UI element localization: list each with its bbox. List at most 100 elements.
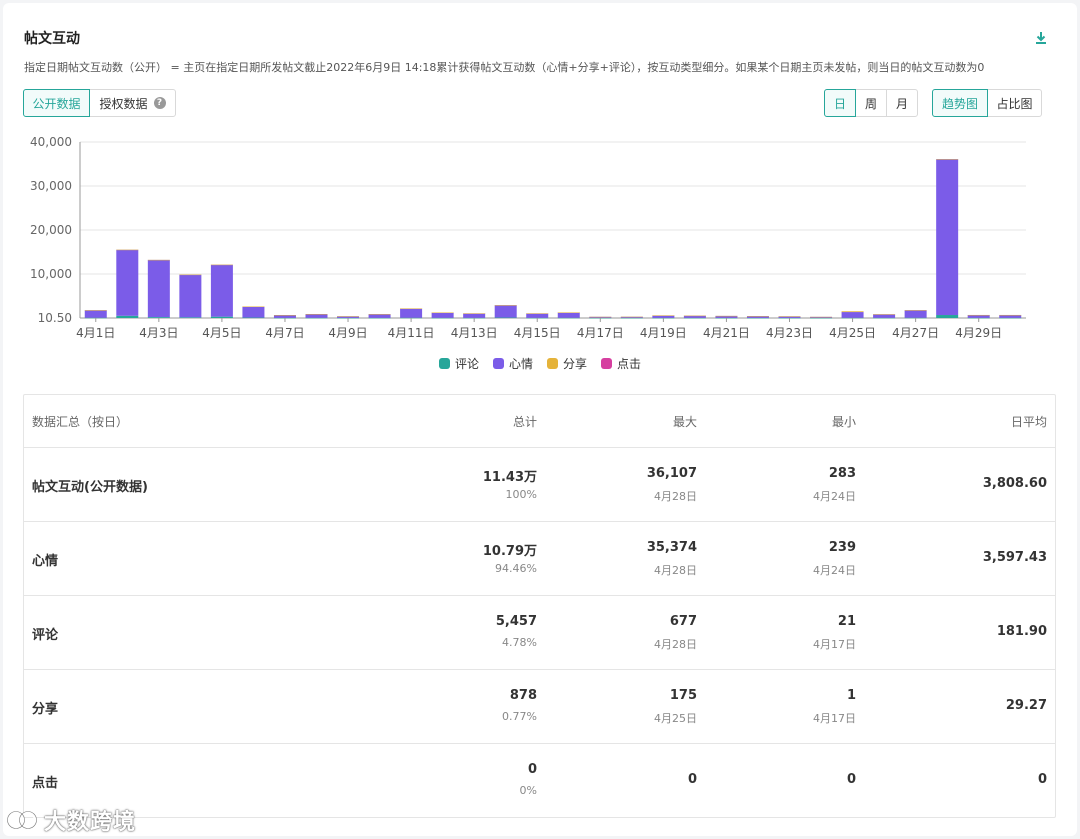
row-max-date: 4月28日 xyxy=(654,638,697,651)
bar-分享-4月2日 xyxy=(116,249,139,251)
bar-心情-4月28日 xyxy=(936,159,959,316)
table-header: 数据汇总（按日） 总计 最大 最小 日平均 xyxy=(24,395,1055,447)
bar-心情-4月7日 xyxy=(273,315,296,318)
view-tabs: 趋势图 占比图 xyxy=(932,89,1042,117)
help-icon[interactable]: ? xyxy=(153,97,166,109)
bar-心情-4月12日 xyxy=(431,312,454,318)
bar-心情-4月20日 xyxy=(683,315,706,318)
y-tick-label: 40,000 xyxy=(30,135,72,149)
x-tick-label: 4月9日 xyxy=(328,326,367,340)
bar-心情-4月9日 xyxy=(337,316,360,318)
bar-分享-4月12日 xyxy=(431,312,454,314)
bar-心情-4月24日 xyxy=(810,316,833,318)
row-min: 1 xyxy=(846,688,856,703)
x-tick-label: 4月27日 xyxy=(892,326,939,340)
x-tick-label: 4月21日 xyxy=(703,326,750,340)
bar-心情-4月19日 xyxy=(652,315,675,318)
x-tick-label: 4月1日 xyxy=(76,326,115,340)
legend-label-click: 点击 xyxy=(617,357,642,371)
bar-分享-4月22日 xyxy=(746,316,769,317)
download-icon[interactable] xyxy=(1033,30,1049,46)
tab-authorized-data[interactable]: 授权数据? xyxy=(89,89,176,117)
bar-心情-4月16日 xyxy=(557,312,580,318)
x-tick-label: 4月25日 xyxy=(829,326,876,340)
bar-心情-4月23日 xyxy=(778,316,801,318)
tab-trend-chart[interactable]: 趋势图 xyxy=(932,89,988,117)
row-min-date: 4月17日 xyxy=(813,712,856,725)
bar-心情-4月11日 xyxy=(400,308,423,318)
table-row: 分享 878 0.77% 175 4月25日 1 4月17日 29.27 xyxy=(24,669,1055,743)
page-title: 帖文互动 xyxy=(24,31,80,47)
bar-心情-4月6日 xyxy=(242,306,265,318)
bar-评论-4月27日 xyxy=(904,317,927,319)
bar-心情-4月25日 xyxy=(841,312,864,318)
bar-分享-4月3日 xyxy=(147,259,170,261)
legend-swatch-share xyxy=(547,358,558,369)
bar-评论-4月26日 xyxy=(873,317,896,319)
header-label: 数据汇总（按日） xyxy=(32,415,129,429)
tab-public-data-label: 公开数据 xyxy=(32,96,81,111)
bar-分享-4月14日 xyxy=(494,305,517,306)
legend-item-share[interactable]: 分享 xyxy=(547,355,587,372)
row-max: 175 xyxy=(669,688,697,703)
tab-week[interactable]: 周 xyxy=(855,89,887,117)
x-tick-label: 4月3日 xyxy=(139,326,178,340)
legend-swatch-comment xyxy=(438,358,450,369)
bar-评论-4月20日 xyxy=(683,317,706,319)
tab-month[interactable]: 月 xyxy=(886,89,918,117)
row-label: 评论 xyxy=(32,628,59,643)
bar-心情-4月18日 xyxy=(620,316,643,318)
bar-心情-4月26日 xyxy=(873,314,896,318)
bar-心情-4月15日 xyxy=(526,313,549,318)
bar-分享-4月8日 xyxy=(305,314,328,315)
row-max-date: 4月25日 xyxy=(654,712,697,725)
row-label: 分享 xyxy=(32,702,59,717)
watermark: 大数跨境 xyxy=(6,804,136,836)
bar-分享-4月29日 xyxy=(967,314,990,316)
row-min: 0 xyxy=(846,772,856,787)
x-tick-label: 4月15日 xyxy=(514,326,561,340)
tab-public-data[interactable]: 公开数据 xyxy=(23,89,90,117)
x-tick-label: 4月19日 xyxy=(640,326,687,340)
bar-心情-4月10日 xyxy=(368,314,391,318)
row-total-pct: 100% xyxy=(505,488,537,501)
bar-评论-4月6日 xyxy=(242,317,265,319)
chart-legend: 评论 心情 分享 点击 xyxy=(0,355,1080,372)
row-total: 878 xyxy=(509,688,537,703)
bar-分享-4月26日 xyxy=(873,314,896,315)
bar-分享-4月25日 xyxy=(841,311,864,313)
x-tick-label: 4月5日 xyxy=(202,326,241,340)
bar-评论-4月11日 xyxy=(400,317,423,319)
legend-label-reaction: 心情 xyxy=(508,357,533,371)
data-source-tabs: 公开数据 授权数据? xyxy=(23,89,176,117)
legend-item-comment[interactable]: 评论 xyxy=(438,355,479,372)
header-avg: 日平均 xyxy=(1010,415,1047,429)
bar-心情-4月3日 xyxy=(147,259,170,318)
bar-分享-4月5日 xyxy=(210,264,233,266)
row-avg: 29.27 xyxy=(1005,698,1047,713)
bar-心情-4月4日 xyxy=(179,274,202,318)
legend-label-comment: 评论 xyxy=(454,357,479,371)
legend-item-click[interactable]: 点击 xyxy=(601,355,641,372)
bar-分享-4月28日 xyxy=(936,159,959,160)
legend-swatch-reaction xyxy=(492,358,504,369)
bar-分享-4月21日 xyxy=(715,315,738,317)
bar-分享-4月13日 xyxy=(463,313,486,314)
bar-心情-4月5日 xyxy=(210,264,233,317)
bar-评论-4月14日 xyxy=(494,317,517,319)
bar-分享-4月9日 xyxy=(337,316,360,317)
bar-评论-4月4日 xyxy=(179,317,202,318)
bar-评论-4月3日 xyxy=(147,317,170,318)
legend-item-reaction[interactable]: 心情 xyxy=(492,355,533,372)
bar-分享-4月18日 xyxy=(620,316,643,318)
header-max: 最大 xyxy=(672,415,697,429)
row-avg: 3,808.60 xyxy=(982,476,1047,491)
row-min-date: 4月24日 xyxy=(813,490,856,503)
watermark-logo-icon xyxy=(7,811,37,829)
tab-day[interactable]: 日 xyxy=(824,89,856,117)
bar-分享-4月10日 xyxy=(368,314,391,315)
tab-ratio-chart[interactable]: 占比图 xyxy=(987,89,1042,117)
bar-心情-4月22日 xyxy=(746,316,769,318)
bar-心情-4月14日 xyxy=(494,305,517,318)
bar-分享-4月19日 xyxy=(652,315,675,316)
